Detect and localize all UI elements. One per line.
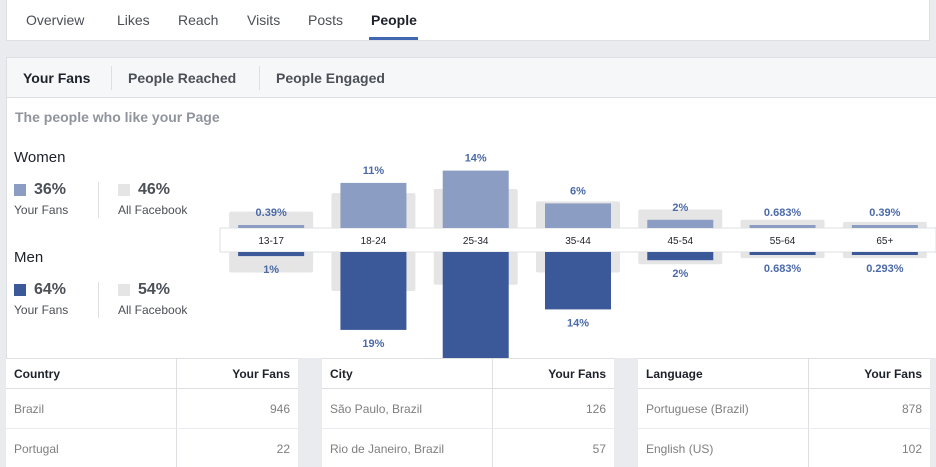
insights-top-nav: Overview Likes Reach Visits Posts People	[6, 0, 930, 41]
table-header: City Your Fans	[322, 359, 614, 389]
men-fans-label: Your Fans	[14, 303, 69, 317]
tab-likes[interactable]: Likes	[117, 12, 150, 28]
language-table: Language Your Fans Portuguese (Brazil) 8…	[638, 358, 930, 467]
men-title: Men	[14, 249, 44, 266]
your-fans-column-header: Your Fans	[232, 367, 290, 381]
all-facebook-swatch	[118, 284, 130, 296]
table-row: São Paulo, Brazil 126	[322, 389, 614, 429]
women-title: Women	[14, 149, 66, 166]
tab-people[interactable]: People	[371, 12, 417, 28]
active-tab-indicator	[369, 37, 418, 40]
women-your-fans-legend: 36% Your Fans	[14, 181, 104, 221]
men-fans-pct: 64%	[34, 281, 67, 298]
city-table: City Your Fans São Paulo, Brazil 126 Rio…	[322, 358, 614, 467]
men-all-facebook-legend: 54% All Facebook	[118, 281, 208, 321]
your-fans-column-header: Your Fans	[864, 367, 922, 381]
country-name: Brazil	[14, 402, 45, 416]
table-row: Portugal 22	[6, 429, 298, 467]
subtab-people-engaged[interactable]: People Engaged	[276, 70, 385, 86]
table-row: Brazil 946	[6, 389, 298, 429]
your-fans-column-header: Your Fans	[548, 367, 606, 381]
table-gap	[930, 358, 936, 467]
women-fans-swatch	[14, 184, 26, 196]
fan-count: 126	[585, 402, 606, 416]
city-column-header: City	[330, 367, 353, 381]
men-fans-swatch	[14, 284, 26, 296]
language-column-header: Language	[646, 367, 703, 381]
people-sub-tabs: Your Fans People Reached People Engaged	[7, 58, 936, 98]
table-header: Country Your Fans	[6, 359, 298, 389]
men-fb-pct: 54%	[138, 281, 171, 298]
tab-posts[interactable]: Posts	[308, 12, 344, 28]
tab-reach[interactable]: Reach	[178, 12, 219, 28]
legend-divider	[98, 182, 99, 218]
fan-count: 22	[276, 442, 290, 456]
city-name: Rio de Janeiro, Brazil	[330, 442, 445, 456]
fan-count: 57	[592, 442, 606, 456]
table-row: English (US) 102	[638, 429, 930, 467]
women-fans-label: Your Fans	[14, 203, 69, 217]
fan-count: 102	[901, 442, 922, 456]
men-fb-label: All Facebook	[118, 303, 188, 317]
fan-count: 878	[901, 402, 922, 416]
women-all-facebook-legend: 46% All Facebook	[118, 181, 208, 221]
column-divider	[492, 359, 493, 467]
all-facebook-swatch	[118, 184, 130, 196]
language-name: Portuguese (Brazil)	[646, 402, 749, 416]
legend-divider	[98, 282, 99, 318]
table-row: Portuguese (Brazil) 878	[638, 389, 930, 429]
tab-overview[interactable]: Overview	[26, 12, 85, 28]
city-name: São Paulo, Brazil	[330, 402, 423, 416]
tab-visits[interactable]: Visits	[247, 12, 281, 28]
table-row: Rio de Janeiro, Brazil 57	[322, 429, 614, 467]
fan-count: 946	[269, 402, 290, 416]
column-divider	[808, 359, 809, 467]
table-header: Language Your Fans	[638, 359, 930, 389]
table-gap	[298, 358, 322, 467]
column-divider	[176, 359, 177, 467]
country-name: Portugal	[14, 442, 59, 456]
women-fb-pct: 46%	[138, 181, 171, 198]
table-gap	[614, 358, 638, 467]
subtab-divider	[259, 66, 260, 90]
subtab-your-fans[interactable]: Your Fans	[23, 70, 91, 86]
country-table: Country Your Fans Brazil 946 Portugal 22	[6, 358, 298, 467]
women-fb-label: All Facebook	[118, 203, 188, 217]
country-column-header: Country	[14, 367, 60, 381]
men-your-fans-legend: 64% Your Fans	[14, 281, 104, 321]
language-name: English (US)	[646, 442, 714, 456]
subtab-people-reached[interactable]: People Reached	[128, 70, 237, 86]
subtab-divider	[111, 66, 112, 90]
section-subtitle: The people who like your Page	[15, 109, 220, 125]
women-fans-pct: 36%	[34, 181, 67, 198]
